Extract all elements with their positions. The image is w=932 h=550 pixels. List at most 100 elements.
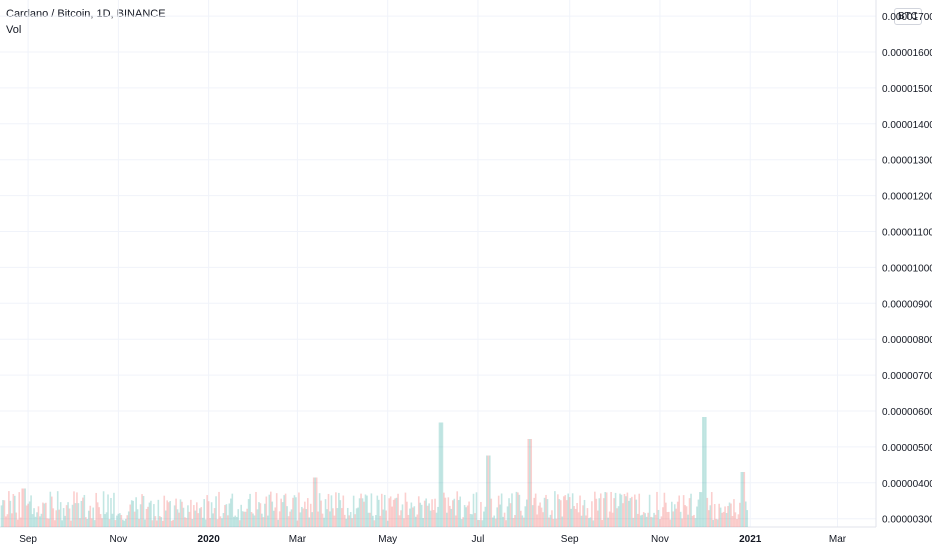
volume-bar [428, 503, 430, 527]
volume-bar [268, 494, 271, 527]
volume-bar [743, 472, 746, 527]
volume-bar [437, 506, 439, 527]
volume-bar [440, 422, 442, 527]
volume-bar [71, 504, 74, 527]
volume-bar [410, 502, 413, 527]
volume-bar [551, 510, 553, 527]
volume-bar [673, 504, 676, 527]
volume-bar [286, 506, 288, 527]
volume-bar [585, 515, 587, 527]
volume-bar [90, 518, 93, 527]
volume-bar [450, 508, 453, 527]
volume-bar [367, 512, 370, 527]
volume-bar [85, 517, 87, 527]
volume-bar [379, 515, 382, 527]
volume-bar [438, 422, 441, 527]
volume-bar [45, 502, 47, 527]
volume-bar [705, 417, 707, 527]
volume-bar [739, 502, 741, 527]
volume-bar [238, 520, 241, 527]
volume-bar [159, 516, 161, 527]
volume-bar [132, 500, 134, 527]
volume-bar [275, 493, 278, 527]
volume-bar [558, 499, 561, 527]
volume-bar [68, 508, 71, 527]
volume-bar [540, 507, 543, 527]
volume-bar [546, 499, 549, 527]
volume-bar [582, 505, 584, 527]
y-axis-tick-label: 0.00001200 [882, 192, 932, 203]
volume-bar [573, 506, 575, 527]
volume-bar [50, 496, 53, 527]
volume-bar [475, 492, 478, 527]
volume-bar [478, 520, 481, 527]
volume-bar [172, 519, 174, 527]
volume-bar [694, 518, 697, 527]
volume-bar [13, 495, 16, 527]
volume-bar [521, 515, 524, 527]
volume-bar [107, 494, 109, 527]
volume-bar [460, 519, 463, 527]
volume-bar [196, 502, 198, 527]
volume-bar [622, 503, 624, 527]
volume-bar [518, 494, 521, 527]
y-axis-tick-label: 0.00000800 [882, 335, 932, 346]
volume-bar [491, 517, 494, 527]
volume-bar [742, 472, 744, 527]
volume-bar [296, 520, 299, 527]
volume-bar [48, 518, 50, 527]
volume-bar [170, 520, 173, 527]
volume-bar [474, 513, 476, 527]
volume-bar [12, 494, 15, 527]
volume-bar [104, 514, 106, 527]
volume-bar [508, 498, 510, 527]
volume-bar [166, 500, 169, 527]
volume-bar [539, 502, 541, 527]
volume-bar [432, 509, 435, 527]
y-axis-tick-label: 0.00000900 [882, 299, 932, 310]
volume-bar [227, 515, 229, 527]
volume-bar [447, 497, 450, 527]
volume-bar [634, 494, 636, 527]
volume-bar [127, 511, 130, 527]
volume-bar [545, 494, 547, 527]
volume-bar [37, 506, 40, 527]
volume-bar [102, 491, 105, 527]
volume-bar [373, 520, 376, 527]
volume-bar [108, 519, 111, 527]
volume-bar [284, 493, 287, 527]
volume-bar [124, 518, 127, 527]
volume-bar [425, 498, 427, 527]
volume-bar [179, 499, 182, 527]
volume-bar [449, 505, 451, 527]
x-axis-tick-label: Jul [472, 534, 485, 545]
volume-bar [304, 501, 306, 527]
volume-bar [567, 493, 570, 527]
volume-bar [524, 506, 527, 527]
volume-bar [8, 491, 10, 527]
volume-bar [645, 516, 648, 527]
volume-bar [595, 498, 598, 527]
volume-bar [502, 516, 504, 527]
volume-bar [494, 518, 497, 527]
volume-bar [484, 506, 487, 527]
volume-bar [278, 511, 281, 527]
volume-bar [305, 509, 308, 527]
volume-bar [185, 517, 188, 527]
volume-bar [197, 513, 200, 527]
volume-bar [317, 511, 319, 527]
volume-bar [388, 498, 390, 527]
volume-bar [509, 503, 512, 527]
currency-badge[interactable]: BTC [894, 8, 922, 25]
volume-bar [406, 501, 408, 527]
volume-bar [423, 500, 426, 527]
volume-bar [401, 504, 404, 527]
volume-bar [719, 507, 722, 527]
volume-bar [613, 498, 615, 527]
volume-bar [126, 515, 129, 527]
x-axis-tick-label: 2021 [739, 534, 762, 545]
volume-bar [610, 491, 612, 527]
volume-bar [733, 499, 735, 527]
volume-bar [225, 504, 228, 527]
